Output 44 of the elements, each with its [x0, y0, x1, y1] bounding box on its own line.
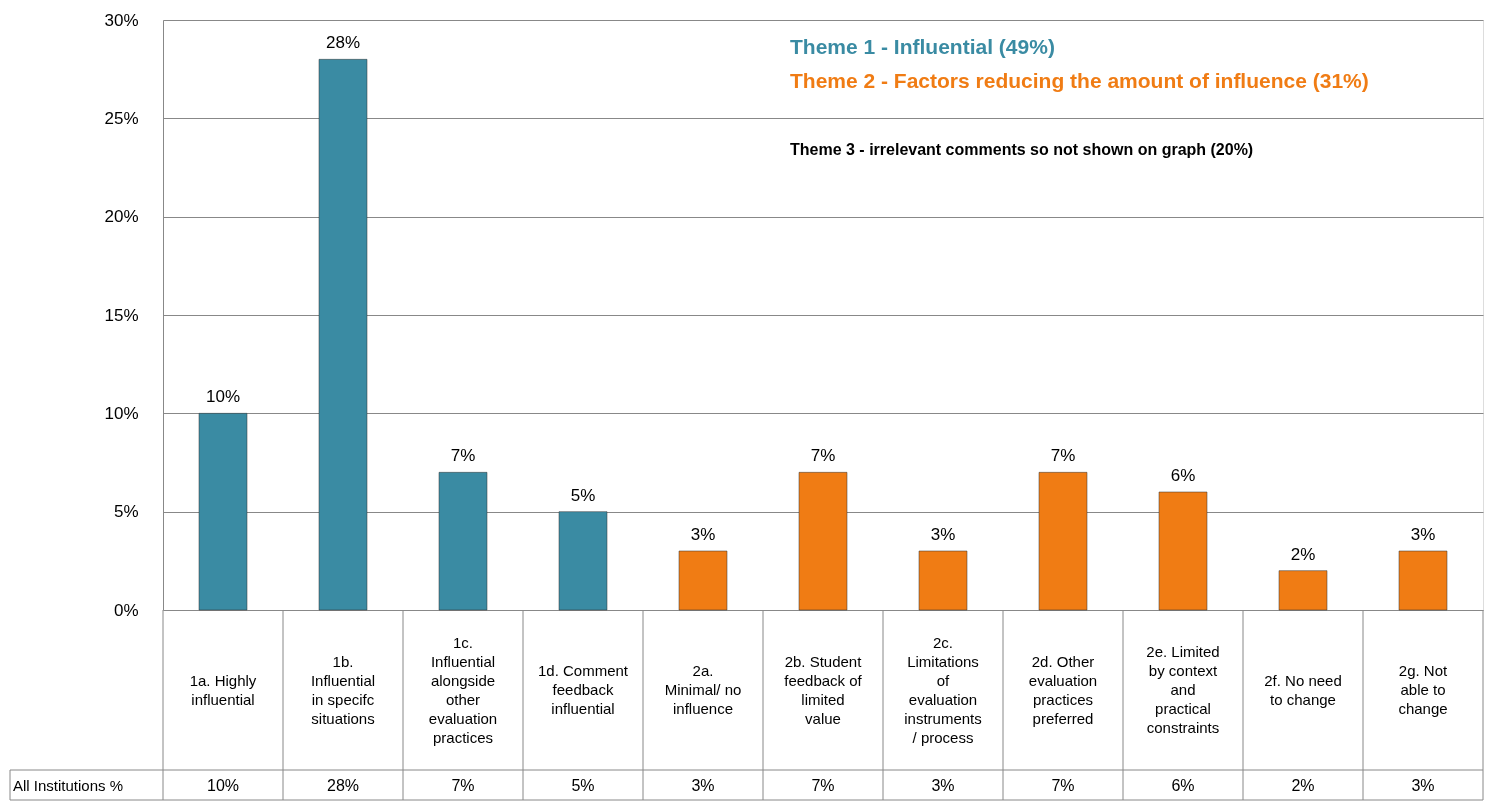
x-tick-label: 1b. Influential in specifc situations: [310, 652, 376, 727]
y-tick-label: 0%: [113, 600, 139, 620]
text: 7%: [811, 777, 835, 794]
x-tick-label: 1d. Comment feedback influential: [537, 662, 629, 717]
text: 3%: [1411, 777, 1435, 794]
data-label: 3%: [690, 525, 716, 544]
text: All Institutions %: [13, 777, 124, 794]
x-tick-label: 2c. Limitations of evaluation instruments / process: [904, 633, 982, 746]
x-tick-label: 2a. Minimal/ no influence: [664, 662, 742, 717]
data-label: 5%: [571, 777, 595, 794]
data-label: 10%: [206, 777, 240, 794]
x-tick-label: 1c. Influential alongside other evaluation practices: [428, 633, 498, 746]
y-tick-label: 5%: [113, 502, 139, 522]
y-tick-label: 15%: [104, 305, 139, 325]
text: 5%: [570, 485, 596, 505]
text: 6%: [1171, 777, 1195, 794]
annotation: Theme 3 - irrelevant comments so not shown on graph (20%): [790, 141, 1254, 158]
data-label: 7%: [1050, 446, 1076, 466]
text: Theme 2 - Factors reducing the amount of influence (31%): [790, 69, 1369, 92]
y-tick-label: 10%: [104, 403, 139, 423]
data-label: 28%: [326, 777, 360, 794]
data-label: 7%: [451, 777, 475, 794]
x-tick-label: 2b. Student feedback of limited value: [784, 652, 863, 727]
x-tick-label: 2g. Not able to change: [1398, 662, 1449, 717]
text: 10%: [205, 387, 241, 407]
text: Theme 1 - Influential (49%): [790, 35, 1055, 58]
data-label: 3%: [930, 525, 956, 544]
x-tick-label: 2d. Other evaluation practices preferred: [1028, 652, 1098, 727]
text: 2%: [1291, 777, 1315, 794]
x-tick-label: 2f. No need to change: [1264, 671, 1342, 708]
text: 3%: [691, 777, 715, 794]
data-label: 6%: [1170, 466, 1196, 485]
x-tick-label: 2e. Limited by context and practical constraints: [1146, 643, 1220, 736]
y-tick-label: 20%: [104, 207, 139, 227]
y-tick-label: 25%: [104, 108, 139, 128]
text: 28%: [325, 33, 361, 53]
x-tick-label: 1a. Highly influential: [189, 671, 257, 708]
data-label: 2%: [1290, 544, 1316, 564]
data-label: 7%: [810, 446, 836, 466]
text: 7%: [450, 446, 476, 466]
text: 3%: [931, 777, 955, 794]
y-tick-label: 30%: [104, 10, 139, 30]
data-label: 3%: [1410, 525, 1436, 544]
text: 7%: [1051, 777, 1075, 794]
